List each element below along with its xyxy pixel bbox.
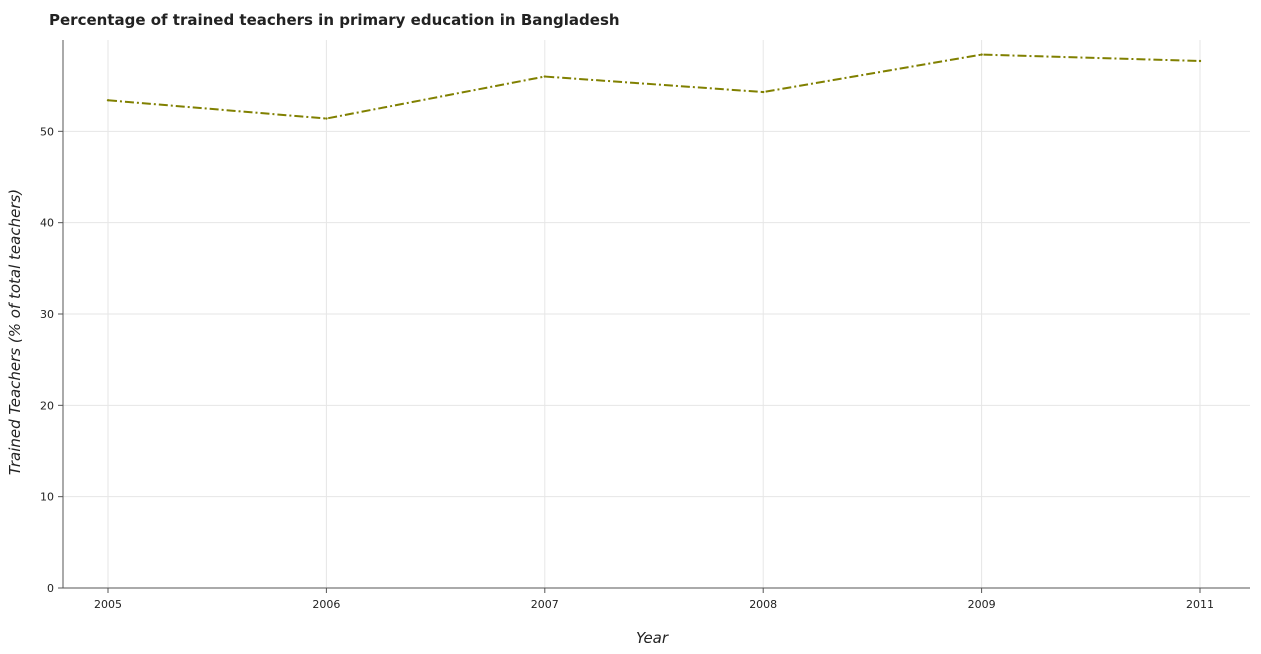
x-axis-label: Year (636, 629, 669, 647)
x-tick-label: 2009 (968, 598, 996, 611)
series-layer (106, 53, 1202, 120)
y-tick-label: 30 (40, 308, 54, 321)
series-line (107, 53, 1201, 120)
x-tick-label: 2008 (749, 598, 777, 611)
data-point (1198, 59, 1202, 63)
y-tick-label: 10 (40, 491, 54, 504)
y-tick-labels: 0 10 20 30 40 50 (40, 125, 54, 595)
data-point (762, 90, 765, 94)
y-tick-label: 0 (47, 582, 54, 595)
gridlines (63, 40, 1250, 589)
data-point (325, 117, 328, 120)
data-point (543, 75, 546, 78)
data-point (980, 53, 983, 56)
x-tick-label: 2005 (94, 598, 122, 611)
x-tick-label: 2011 (1186, 598, 1214, 611)
chart-title: Percentage of trained teachers in primar… (49, 11, 620, 29)
x-tick-labels: 2005 2006 2007 2008 2009 2011 (94, 598, 1214, 611)
data-point (106, 99, 110, 102)
y-tick-label: 50 (40, 125, 54, 138)
x-tick-label: 2006 (312, 598, 340, 611)
y-tick-label: 40 (40, 217, 54, 230)
axes (58, 40, 1250, 593)
x-tick-label: 2007 (531, 598, 559, 611)
y-tick-label: 20 (40, 399, 54, 412)
y-axis-label: Trained Teachers (% of total teachers) (6, 189, 24, 475)
